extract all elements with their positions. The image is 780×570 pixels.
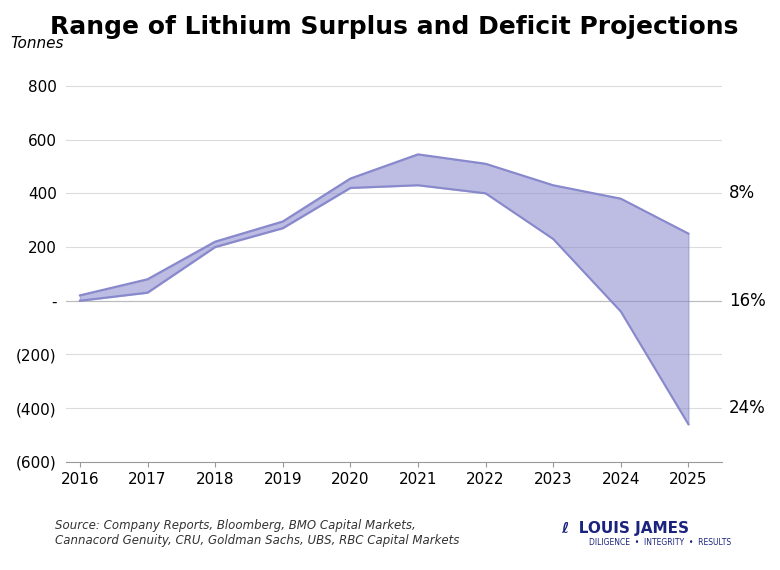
Text: DILIGENCE  •  INTEGRITY  •  RESULTS: DILIGENCE • INTEGRITY • RESULTS (589, 538, 731, 547)
Text: 16%: 16% (729, 292, 765, 310)
Text: Source: Company Reports, Bloomberg, BMO Capital Markets,
Cannacord Genuity, CRU,: Source: Company Reports, Bloomberg, BMO … (55, 519, 459, 547)
Text: ℓ  LOUIS JAMES: ℓ LOUIS JAMES (562, 521, 690, 536)
Text: 8%: 8% (729, 184, 755, 202)
Title: Range of Lithium Surplus and Deficit Projections: Range of Lithium Surplus and Deficit Pro… (50, 15, 739, 39)
Text: Tonnes: Tonnes (11, 36, 64, 51)
Text: 24%: 24% (729, 399, 765, 417)
